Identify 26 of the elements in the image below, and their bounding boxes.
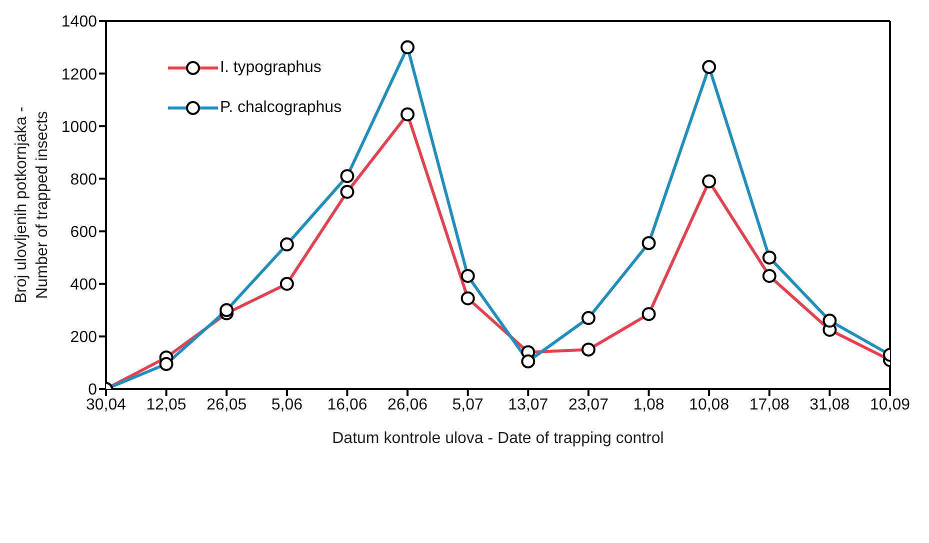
legend-label: P. chalcographus [220, 99, 342, 117]
x-tick-label: 10,09 [870, 396, 910, 414]
x-tick-label: 16,06 [327, 396, 368, 414]
y-tick-label: 400 [70, 276, 98, 294]
y-axis-title: Broj ulovljenih potkornjaka - Number of trapped insects [13, 106, 51, 304]
x-tick-label: 31,08 [810, 396, 850, 414]
y-tick-label: 1200 [61, 66, 98, 84]
y-tick-label: 600 [70, 224, 98, 241]
x-tick-label: 5,06 [271, 396, 303, 414]
y-tick-label: 200 [70, 329, 98, 346]
x-axis-title: Datum kontrole ulova - Date of trapping control [332, 430, 664, 447]
x-tick-label: 17,08 [749, 396, 790, 414]
y-tick-label: 1400 [61, 14, 98, 31]
x-tick-label: 26,05 [206, 396, 247, 414]
x-tick-label: 30,04 [86, 396, 126, 414]
x-tick-label: 13,07 [508, 396, 548, 414]
x-tick-label: 26,06 [388, 396, 428, 414]
y-tick-label: 1000 [61, 118, 98, 136]
legend-label: I. typographus [220, 59, 322, 77]
x-tick-label: 23,07 [568, 396, 609, 414]
y-tick-label: 0 [88, 382, 98, 399]
x-tick-label: 5,07 [452, 396, 484, 414]
y-tick-label: 800 [70, 171, 98, 188]
x-tick-label: 12,05 [146, 396, 186, 414]
x-tick-label: 1,08 [633, 396, 664, 414]
x-tick-label: 10,08 [689, 396, 730, 414]
